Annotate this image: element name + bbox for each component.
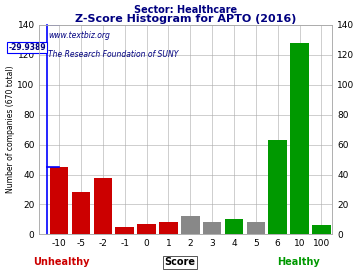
Bar: [181, 217, 199, 234]
Bar: [94, 178, 112, 234]
Bar: [137, 224, 156, 234]
Text: The Research Foundation of SUNY: The Research Foundation of SUNY: [48, 50, 179, 59]
Bar: [290, 43, 309, 234]
Bar: [312, 225, 331, 234]
Bar: [50, 167, 68, 234]
Title: Z-Score Histogram for APTO (2016): Z-Score Histogram for APTO (2016): [75, 14, 297, 24]
Text: Healthy: Healthy: [278, 257, 320, 267]
Text: Sector: Healthcare: Sector: Healthcare: [134, 5, 238, 15]
Text: Unhealthy: Unhealthy: [33, 257, 89, 267]
Bar: [72, 193, 90, 234]
Text: www.textbiz.org: www.textbiz.org: [48, 31, 110, 40]
Text: -29.9389: -29.9389: [8, 43, 46, 52]
Bar: [269, 140, 287, 234]
Bar: [203, 222, 221, 234]
Text: Score: Score: [165, 257, 195, 267]
Bar: [116, 227, 134, 234]
Bar: [225, 220, 243, 234]
Y-axis label: Number of companies (670 total): Number of companies (670 total): [5, 66, 14, 194]
Bar: [247, 222, 265, 234]
Bar: [159, 222, 178, 234]
